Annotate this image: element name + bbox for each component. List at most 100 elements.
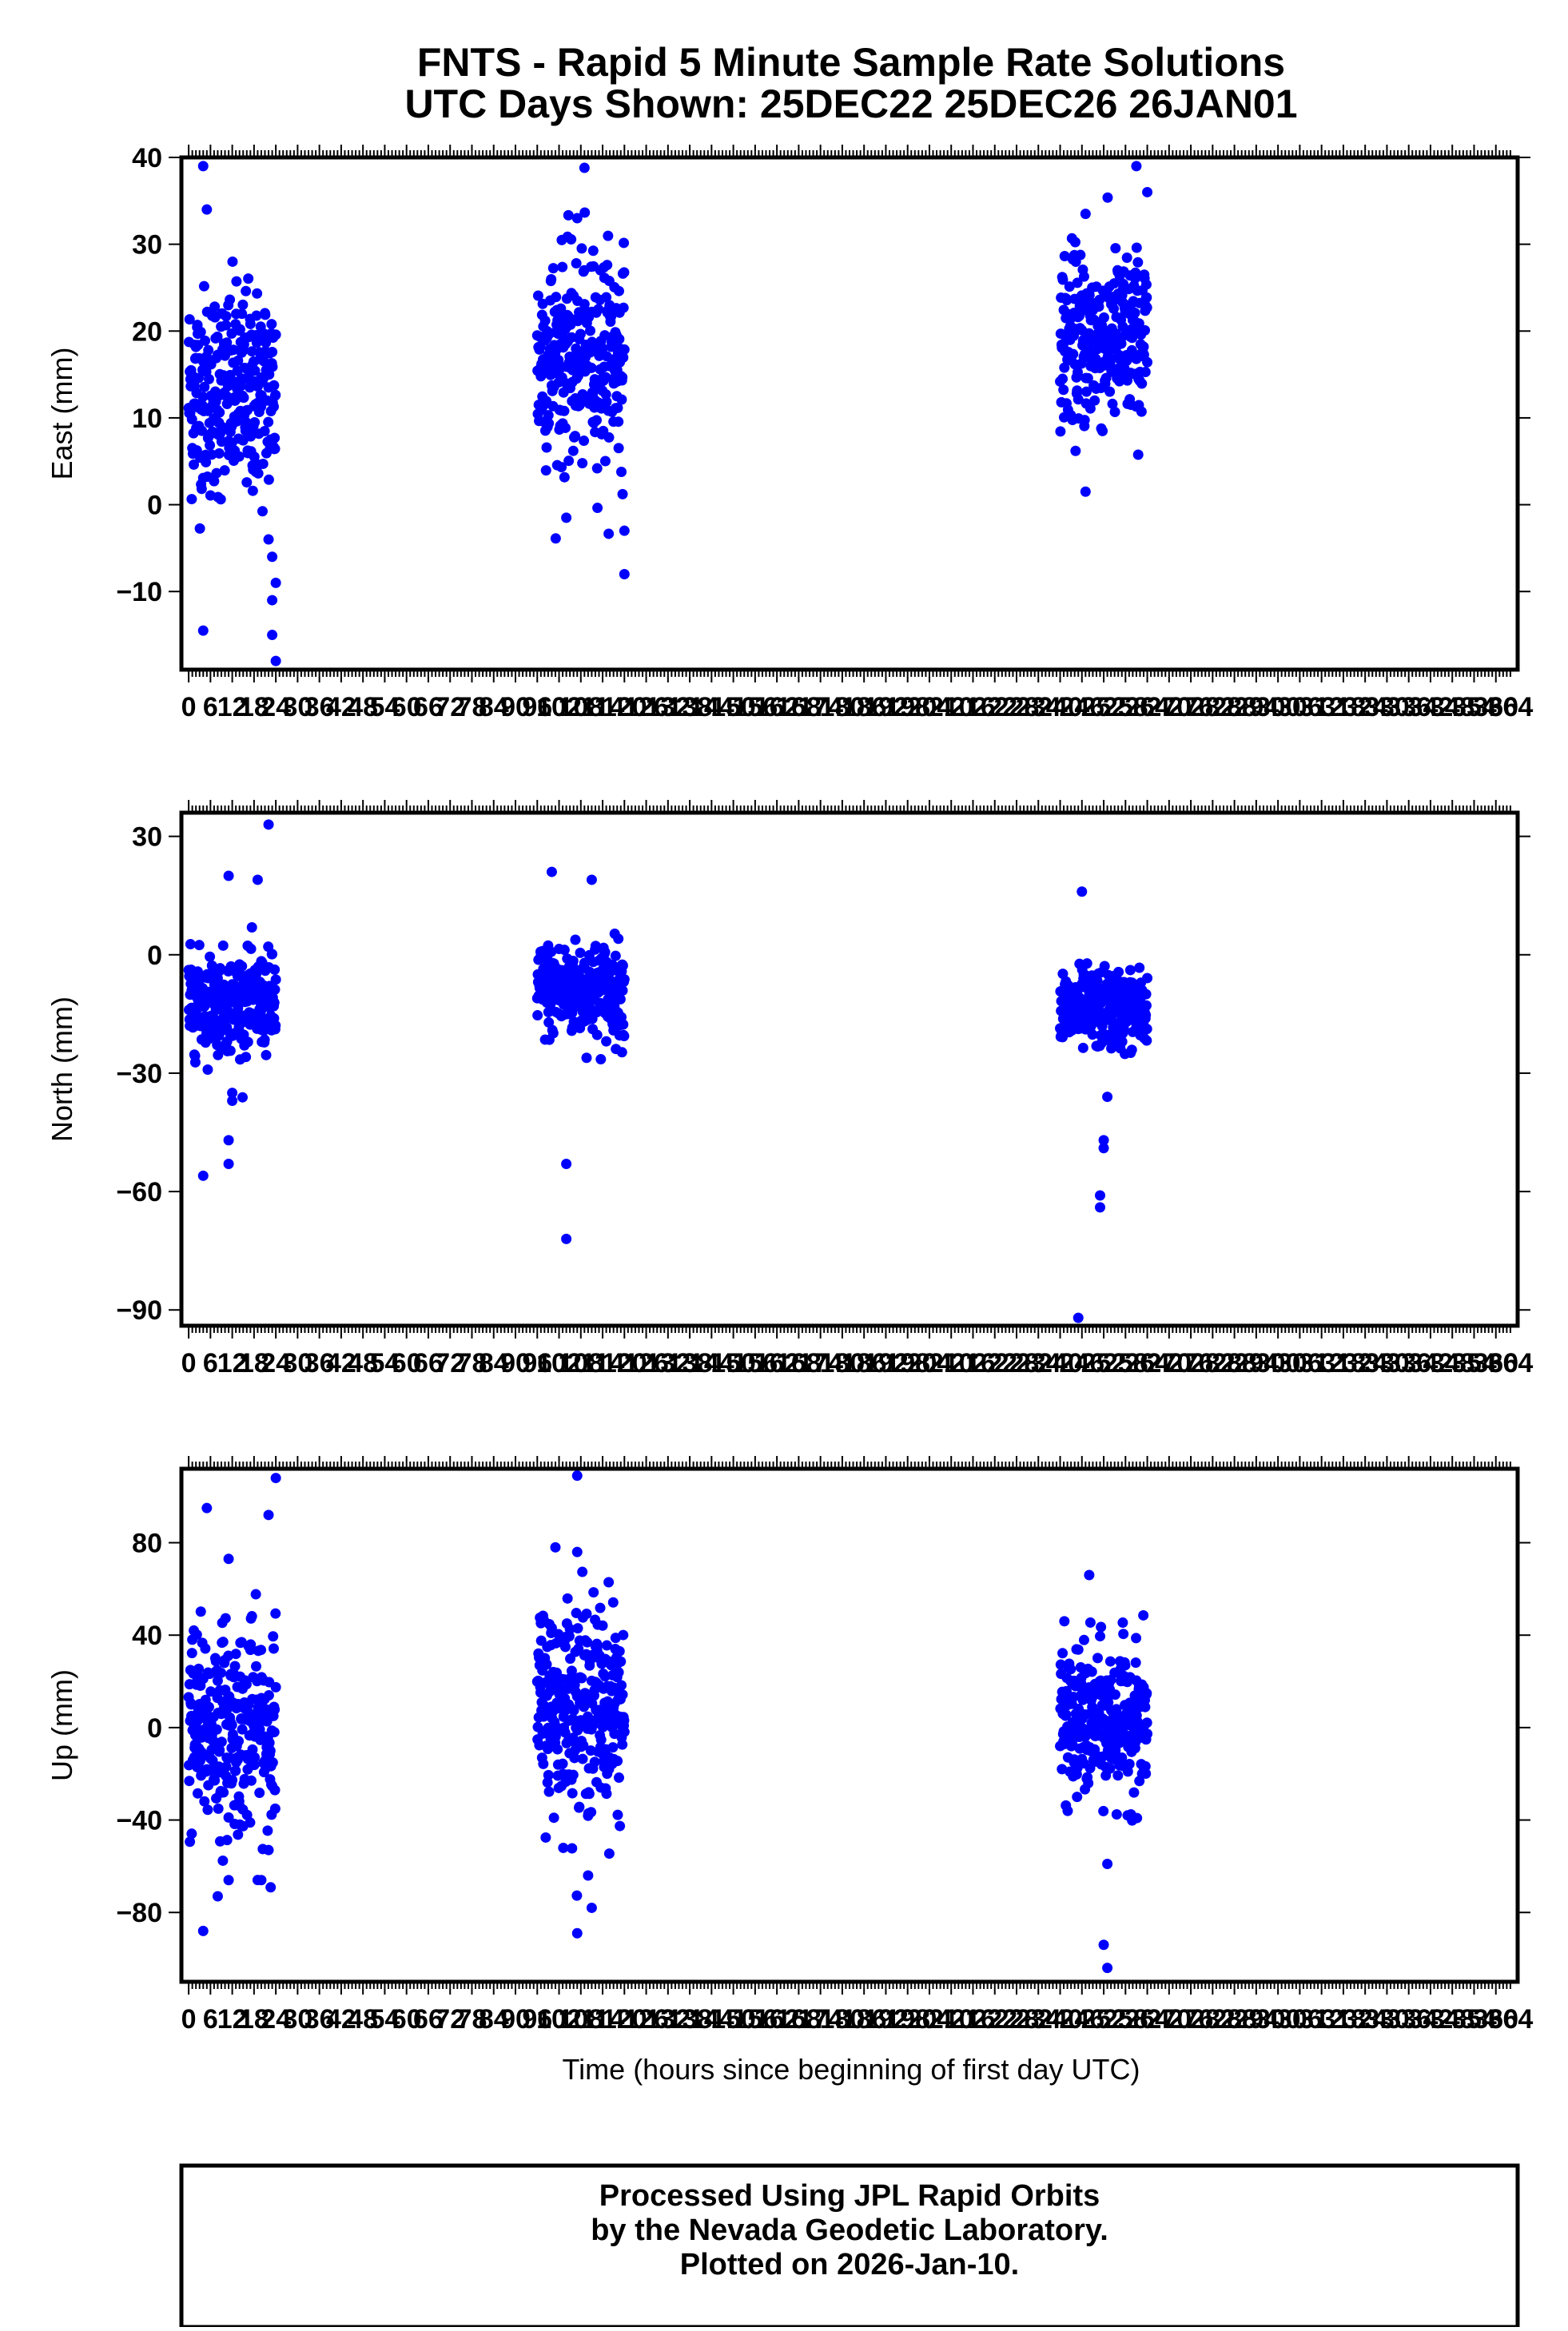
outlier-point bbox=[201, 205, 212, 215]
data-point bbox=[587, 363, 597, 373]
data-point bbox=[604, 1848, 615, 1859]
data-point bbox=[1062, 1806, 1073, 1816]
data-point bbox=[1141, 1036, 1152, 1046]
data-point bbox=[1092, 1653, 1103, 1663]
data-point bbox=[558, 1759, 568, 1769]
data-point bbox=[577, 458, 587, 468]
x-tick-label: 6 bbox=[203, 692, 218, 722]
data-point bbox=[247, 922, 257, 933]
data-point bbox=[270, 390, 281, 400]
data-point bbox=[263, 417, 273, 428]
plot-frame bbox=[181, 813, 1518, 1326]
data-point bbox=[1070, 446, 1080, 456]
data-point bbox=[603, 432, 614, 443]
data-point bbox=[595, 1054, 606, 1064]
data-point bbox=[205, 952, 215, 962]
data-point bbox=[618, 1689, 628, 1700]
data-point bbox=[546, 274, 556, 284]
data-point bbox=[619, 1715, 629, 1725]
outlier-point bbox=[572, 213, 583, 224]
data-point bbox=[619, 267, 629, 277]
plot-frame bbox=[181, 157, 1518, 670]
data-point bbox=[551, 292, 561, 302]
data-point bbox=[541, 442, 551, 452]
data-point bbox=[612, 1756, 623, 1766]
data-point bbox=[222, 1835, 233, 1845]
data-point bbox=[585, 325, 595, 336]
data-point bbox=[1130, 308, 1140, 318]
data-points bbox=[184, 1470, 1152, 1973]
data-point bbox=[576, 243, 587, 253]
data-point bbox=[574, 1802, 584, 1812]
data-point bbox=[615, 1657, 626, 1667]
outlier-point bbox=[198, 1926, 209, 1936]
data-point bbox=[220, 465, 230, 475]
outlier-point bbox=[224, 1875, 234, 1885]
outlier-point bbox=[198, 161, 209, 171]
data-point bbox=[197, 483, 207, 494]
data-point bbox=[1078, 1043, 1088, 1053]
data-point bbox=[592, 1641, 603, 1651]
outlier-point bbox=[583, 1870, 593, 1880]
data-point bbox=[619, 344, 630, 355]
data-point bbox=[543, 1770, 554, 1780]
data-point bbox=[246, 944, 257, 954]
outlier-point bbox=[224, 1159, 234, 1169]
data-point bbox=[1110, 407, 1120, 417]
data-point bbox=[532, 1010, 543, 1020]
data-point bbox=[1073, 1645, 1084, 1655]
data-point bbox=[194, 940, 205, 950]
data-point bbox=[566, 234, 576, 245]
y-tick-label: 10 bbox=[132, 404, 162, 434]
data-point bbox=[581, 1052, 591, 1063]
y-tick-label: −80 bbox=[116, 1898, 162, 1928]
data-point bbox=[571, 1891, 582, 1901]
data-point bbox=[618, 1630, 628, 1641]
data-point bbox=[252, 288, 262, 299]
data-point bbox=[249, 1752, 260, 1763]
data-point bbox=[217, 1736, 227, 1747]
y-axis-label: Up (mm) bbox=[46, 1669, 78, 1781]
data-point bbox=[601, 1788, 611, 1799]
data-point bbox=[200, 336, 210, 346]
y-tick-label: 0 bbox=[147, 1713, 162, 1744]
outlier-point bbox=[1095, 1202, 1105, 1212]
data-point bbox=[270, 1609, 281, 1619]
data-point bbox=[567, 1843, 577, 1853]
data-point bbox=[1070, 237, 1080, 248]
data-point bbox=[568, 446, 579, 456]
outlier-point bbox=[224, 1553, 234, 1564]
y-tick-label: −90 bbox=[116, 1295, 162, 1326]
data-point bbox=[1136, 407, 1147, 417]
outlier-point bbox=[561, 1159, 571, 1169]
y-tick-label: 20 bbox=[132, 316, 162, 347]
data-point bbox=[1110, 243, 1120, 253]
data-point bbox=[199, 281, 209, 292]
data-point bbox=[1102, 193, 1112, 203]
x-tick-label: 364 bbox=[1488, 1348, 1534, 1378]
data-point bbox=[577, 1567, 587, 1577]
data-point bbox=[1083, 1778, 1093, 1788]
data-point bbox=[267, 361, 277, 372]
data-point bbox=[613, 933, 623, 944]
data-point bbox=[544, 1787, 555, 1797]
outlier-point bbox=[561, 1234, 571, 1244]
data-point bbox=[260, 1035, 270, 1045]
data-point bbox=[591, 415, 602, 425]
data-point bbox=[1057, 374, 1068, 384]
data-point bbox=[618, 961, 628, 971]
data-point bbox=[265, 1882, 276, 1892]
data-point bbox=[1142, 973, 1152, 983]
outlier-point bbox=[561, 512, 571, 523]
data-point bbox=[193, 1664, 204, 1674]
data-point bbox=[225, 1045, 236, 1056]
data-point bbox=[1136, 379, 1147, 389]
outlier-point bbox=[1102, 1092, 1112, 1102]
data-point bbox=[200, 1643, 210, 1653]
data-point bbox=[615, 1821, 625, 1832]
data-point bbox=[251, 1661, 261, 1672]
data-point bbox=[1110, 1689, 1120, 1700]
outlier-point bbox=[256, 1875, 266, 1885]
